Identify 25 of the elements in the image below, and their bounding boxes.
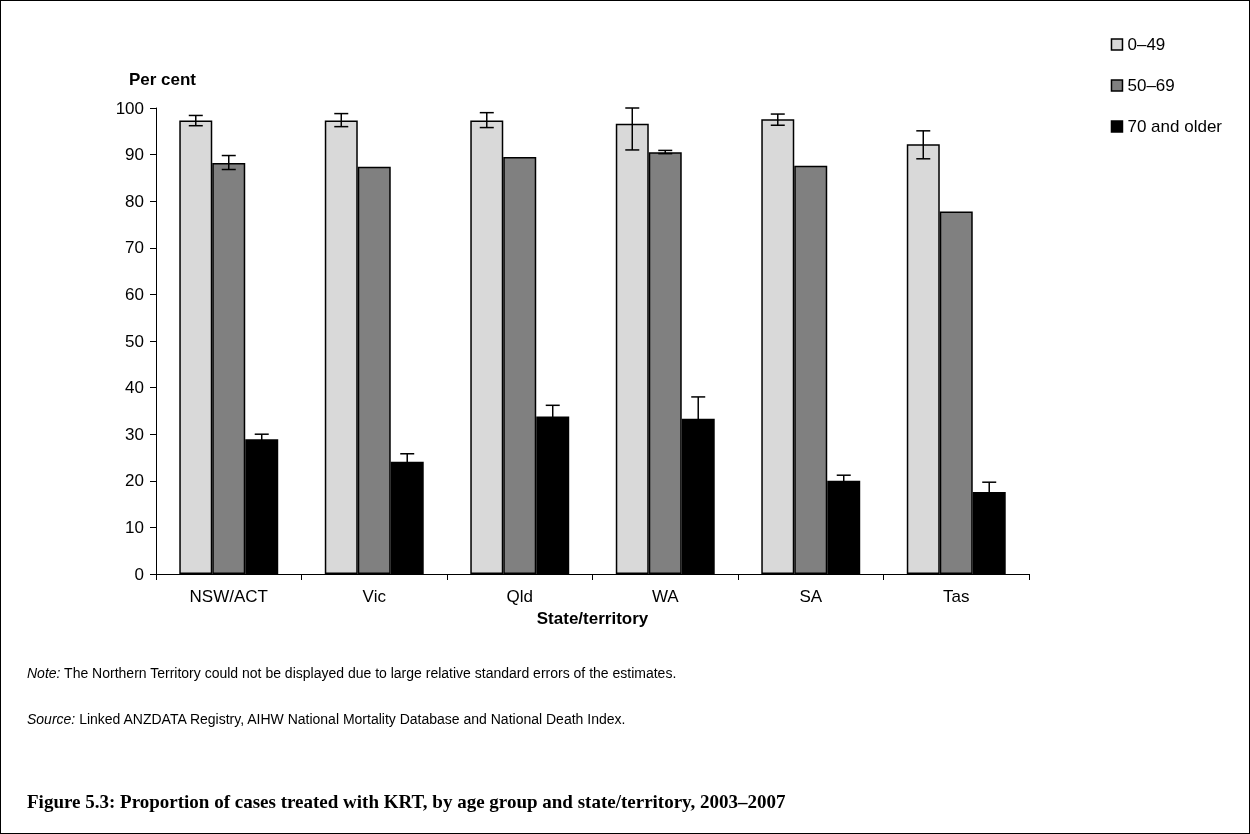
x-tick-label: NSW/ACT — [189, 587, 268, 606]
x-tick-label: WA — [651, 587, 680, 606]
x-tick-label: Vic — [362, 587, 387, 606]
y-tick-label: 10 — [125, 517, 144, 537]
x-tick-label: Qld — [506, 587, 533, 606]
y-axis-title: Per cent — [128, 70, 197, 89]
y-tick-label: 30 — [125, 424, 144, 444]
y-tick-label: 60 — [125, 284, 144, 304]
y-tick-label: 50 — [125, 331, 144, 351]
y-tick-label: 100 — [115, 98, 144, 118]
legend-label: 70 and older — [1127, 117, 1223, 136]
text: Note: The Northern Territory could not be displayed due to large relative standard errors of the estimates. — [27, 665, 677, 681]
y-tick-label: 80 — [125, 191, 144, 211]
text: Figure 5.3: Proportion of cases treated with KRT, by age group and state/territory, 2003–2007 — [27, 791, 786, 813]
y-tick-label: 0 — [134, 564, 144, 584]
y-tick-label: 90 — [125, 145, 144, 165]
y-tick-label: 20 — [125, 471, 144, 491]
legend-label: 0–49 — [1127, 35, 1166, 54]
source-note: Source: Linked ANZDATA Registry, AIHW National Mortality Database and National Death Index. — [27, 711, 626, 727]
y-tick-label: 40 — [125, 378, 144, 398]
x-tick-label: Tas — [943, 587, 970, 606]
x-tick-label: SA — [799, 587, 823, 606]
x-axis-title: State/territory — [536, 608, 649, 628]
y-tick-label: 70 — [125, 238, 144, 258]
legend-label: 50–69 — [1127, 76, 1175, 95]
